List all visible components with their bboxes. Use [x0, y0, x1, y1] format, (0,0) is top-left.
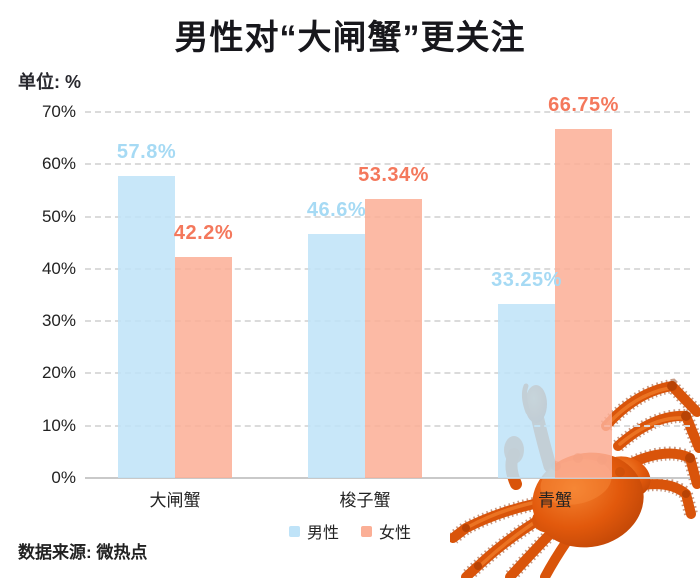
- y-axis-label-40: 40%: [41, 258, 76, 278]
- category-label-3: 青蟹: [538, 491, 572, 510]
- category-label-2: 梭子蟹: [339, 491, 391, 510]
- y-axis-label-10: 10%: [41, 415, 76, 435]
- legend-item-male: 男性: [288, 519, 339, 543]
- y-axis-label-50: 50%: [41, 206, 76, 226]
- y-axis-label-60: 60%: [41, 154, 76, 174]
- legend: 男性 女性: [0, 519, 700, 543]
- y-axis-label-20: 20%: [41, 363, 76, 383]
- bar-female-3: [555, 128, 612, 478]
- chart-title: 男性对“大闸蟹”更关注: [174, 19, 526, 57]
- value-label-female-1: 42.2%: [173, 222, 234, 245]
- y-axis-label-30: 30%: [41, 311, 76, 331]
- gridline-0: [85, 477, 690, 479]
- value-label-male-2: 46.6%: [306, 199, 367, 222]
- category-label-1: 大闸蟹: [149, 491, 201, 510]
- gridline-60: [85, 163, 690, 166]
- legend-swatch-male: [288, 525, 300, 537]
- bar-male-1: [118, 175, 175, 478]
- value-label-male-1: 57.8%: [116, 140, 177, 163]
- value-label-male-3: 33.25%: [491, 269, 562, 292]
- gridline-70: [85, 111, 690, 113]
- legend-label-female: 女性: [379, 525, 412, 542]
- y-axis-label-0: 0%: [51, 468, 76, 487]
- y-axis-label-70: 70%: [41, 102, 76, 121]
- value-label-female-2: 53.34%: [358, 164, 429, 187]
- bar-male-2: [308, 234, 365, 478]
- legend-item-female: 女性: [361, 519, 411, 543]
- value-label-female-3: 66.75%: [548, 93, 619, 116]
- bar-female-2: [365, 199, 422, 478]
- legend-swatch-female: [361, 525, 372, 537]
- y-axis-unit-label: 单位: %: [18, 72, 81, 92]
- legend-label-male: 男性: [306, 525, 339, 542]
- data-source-label: 数据来源: 微热点: [18, 543, 148, 562]
- bar-female-1: [175, 257, 232, 478]
- bar-male-3: [498, 304, 555, 478]
